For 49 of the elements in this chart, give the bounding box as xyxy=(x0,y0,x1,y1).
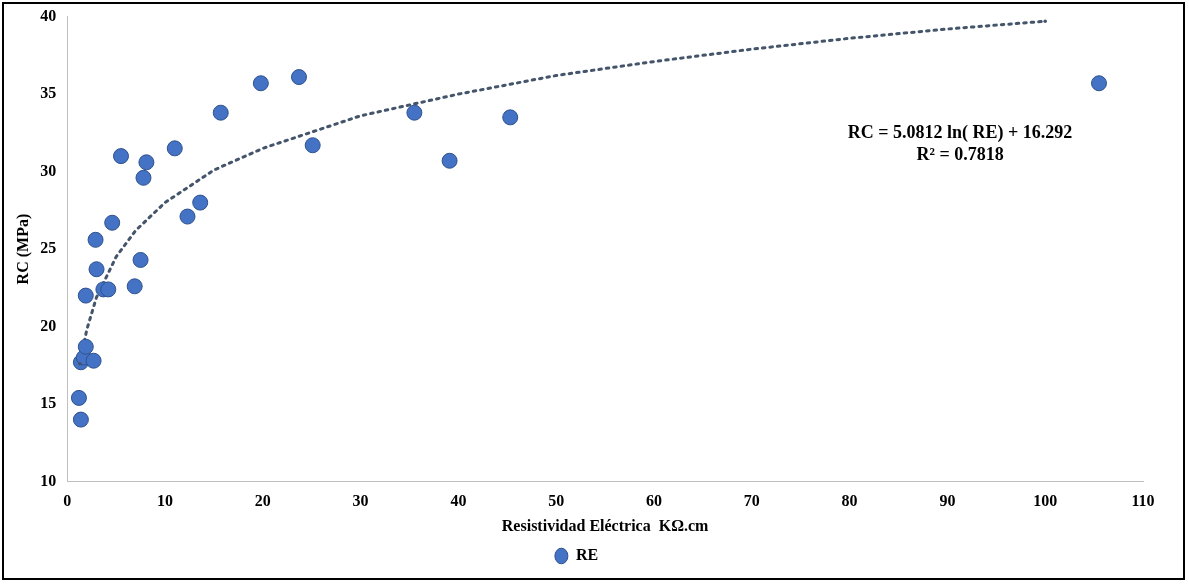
point xyxy=(135,169,152,186)
x-tick-label: 90 xyxy=(939,492,956,510)
point xyxy=(252,75,269,92)
annotation: RC = 5.0812 ln( RE) + 16.292 xyxy=(847,121,1073,143)
y-tick-label: 25 xyxy=(40,239,57,257)
point xyxy=(70,389,87,406)
point xyxy=(87,231,104,248)
point xyxy=(104,214,121,231)
x-tick-label: 80 xyxy=(841,492,858,510)
point xyxy=(88,261,105,278)
point xyxy=(85,352,102,369)
point xyxy=(406,104,423,121)
y-axis-title: RC (MPa) xyxy=(13,213,32,285)
x-tick-label: 40 xyxy=(450,492,467,510)
x-tick-label: 30 xyxy=(352,492,369,510)
x-tick-label: 0 xyxy=(63,492,72,510)
point xyxy=(77,287,94,304)
x-tick-label: 20 xyxy=(254,492,271,510)
x-tick-label: 70 xyxy=(743,492,760,510)
x-tick-label: 110 xyxy=(1131,492,1155,510)
x-tick-label: 100 xyxy=(1033,492,1058,510)
point xyxy=(166,140,183,157)
point xyxy=(212,104,229,121)
point xyxy=(112,148,129,165)
y-tick-label: 10 xyxy=(40,471,57,489)
annotation: R² = 0.7818 xyxy=(916,143,1004,164)
point xyxy=(502,109,519,126)
x-tick-label: 60 xyxy=(646,492,662,510)
point xyxy=(72,411,89,428)
point xyxy=(304,137,321,154)
y-tick-label: 20 xyxy=(40,316,57,334)
point xyxy=(290,69,307,86)
point xyxy=(77,338,94,355)
x-tick-label: 10 xyxy=(157,492,173,510)
point xyxy=(1090,75,1107,92)
y-tick-label: 40 xyxy=(40,6,57,24)
x-axis-title: Resistividad Eléctrica KΩ.cm xyxy=(501,516,710,534)
point xyxy=(100,281,117,298)
y-tick-label: 35 xyxy=(40,84,57,102)
point xyxy=(132,251,149,268)
legend-label: RE xyxy=(575,546,599,564)
point xyxy=(179,208,196,225)
y-tick-label: 15 xyxy=(40,394,57,412)
point xyxy=(138,154,155,171)
point xyxy=(192,194,209,211)
x-tick-label: 50 xyxy=(548,492,565,510)
point xyxy=(126,278,143,295)
point xyxy=(441,152,458,169)
y-tick-label: 30 xyxy=(40,161,57,179)
